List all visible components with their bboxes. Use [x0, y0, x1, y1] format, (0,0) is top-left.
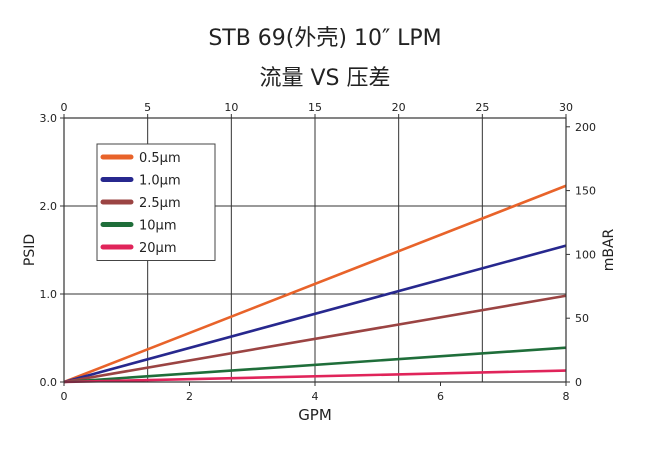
y2-tick-label: 100 [575, 248, 596, 261]
series-line [63, 346, 567, 384]
y2-tick-label: 200 [575, 121, 596, 134]
x2-tick-label: 10 [224, 101, 238, 114]
x-tick-label: 0 [61, 390, 68, 403]
legend-label: 2.5μm [139, 196, 181, 211]
x2-tick-label: 5 [144, 101, 151, 114]
y2-tick-label: 0 [575, 376, 582, 389]
x2-tick-label: 0 [61, 101, 68, 114]
x-tick-label: 8 [563, 390, 570, 403]
y-axis-label: PSID [22, 234, 38, 266]
legend: 0.5μm 1.0μm 2.5μm 10μm 20μm [96, 143, 216, 261]
y-tick-label: 0.0 [40, 376, 58, 389]
y2-tick-label: 50 [575, 312, 589, 325]
x2-tick-label: 30 [559, 101, 573, 114]
series-line [63, 369, 567, 384]
x-axis-label: GPM [298, 406, 332, 424]
series-line [63, 294, 567, 384]
x-tick-label: 2 [186, 390, 193, 403]
chart-title: STB 69(外壳) 10″ LPM [208, 26, 442, 51]
series-lines [63, 184, 567, 384]
y2-tick-label: 150 [575, 185, 596, 198]
series-line [63, 244, 567, 384]
x-tick-label: 4 [312, 390, 319, 403]
legend-label: 10μm [139, 219, 176, 234]
legend-label: 1.0μm [139, 174, 181, 189]
x-tick-label: 6 [437, 390, 444, 403]
y-tick-label: 2.0 [40, 200, 58, 213]
legend-label: 0.5μm [139, 151, 181, 166]
x2-tick-label: 20 [392, 101, 406, 114]
axis-ticks: 0.01.02.03.00 5 10 15 20 25 300 2 4 6 805010015020… [40, 101, 597, 403]
y-tick-label: 3.0 [40, 112, 58, 125]
x2-tick-label: 25 [475, 101, 489, 114]
legend-label: 20μm [139, 241, 176, 256]
series-line [63, 184, 567, 384]
y-tick-label: 1.0 [40, 288, 58, 301]
y2-axis-label: mBAR [601, 228, 617, 271]
chart-subtitle: 流量 VS 压差 [259, 66, 391, 91]
x2-tick-label: 15 [308, 101, 322, 114]
